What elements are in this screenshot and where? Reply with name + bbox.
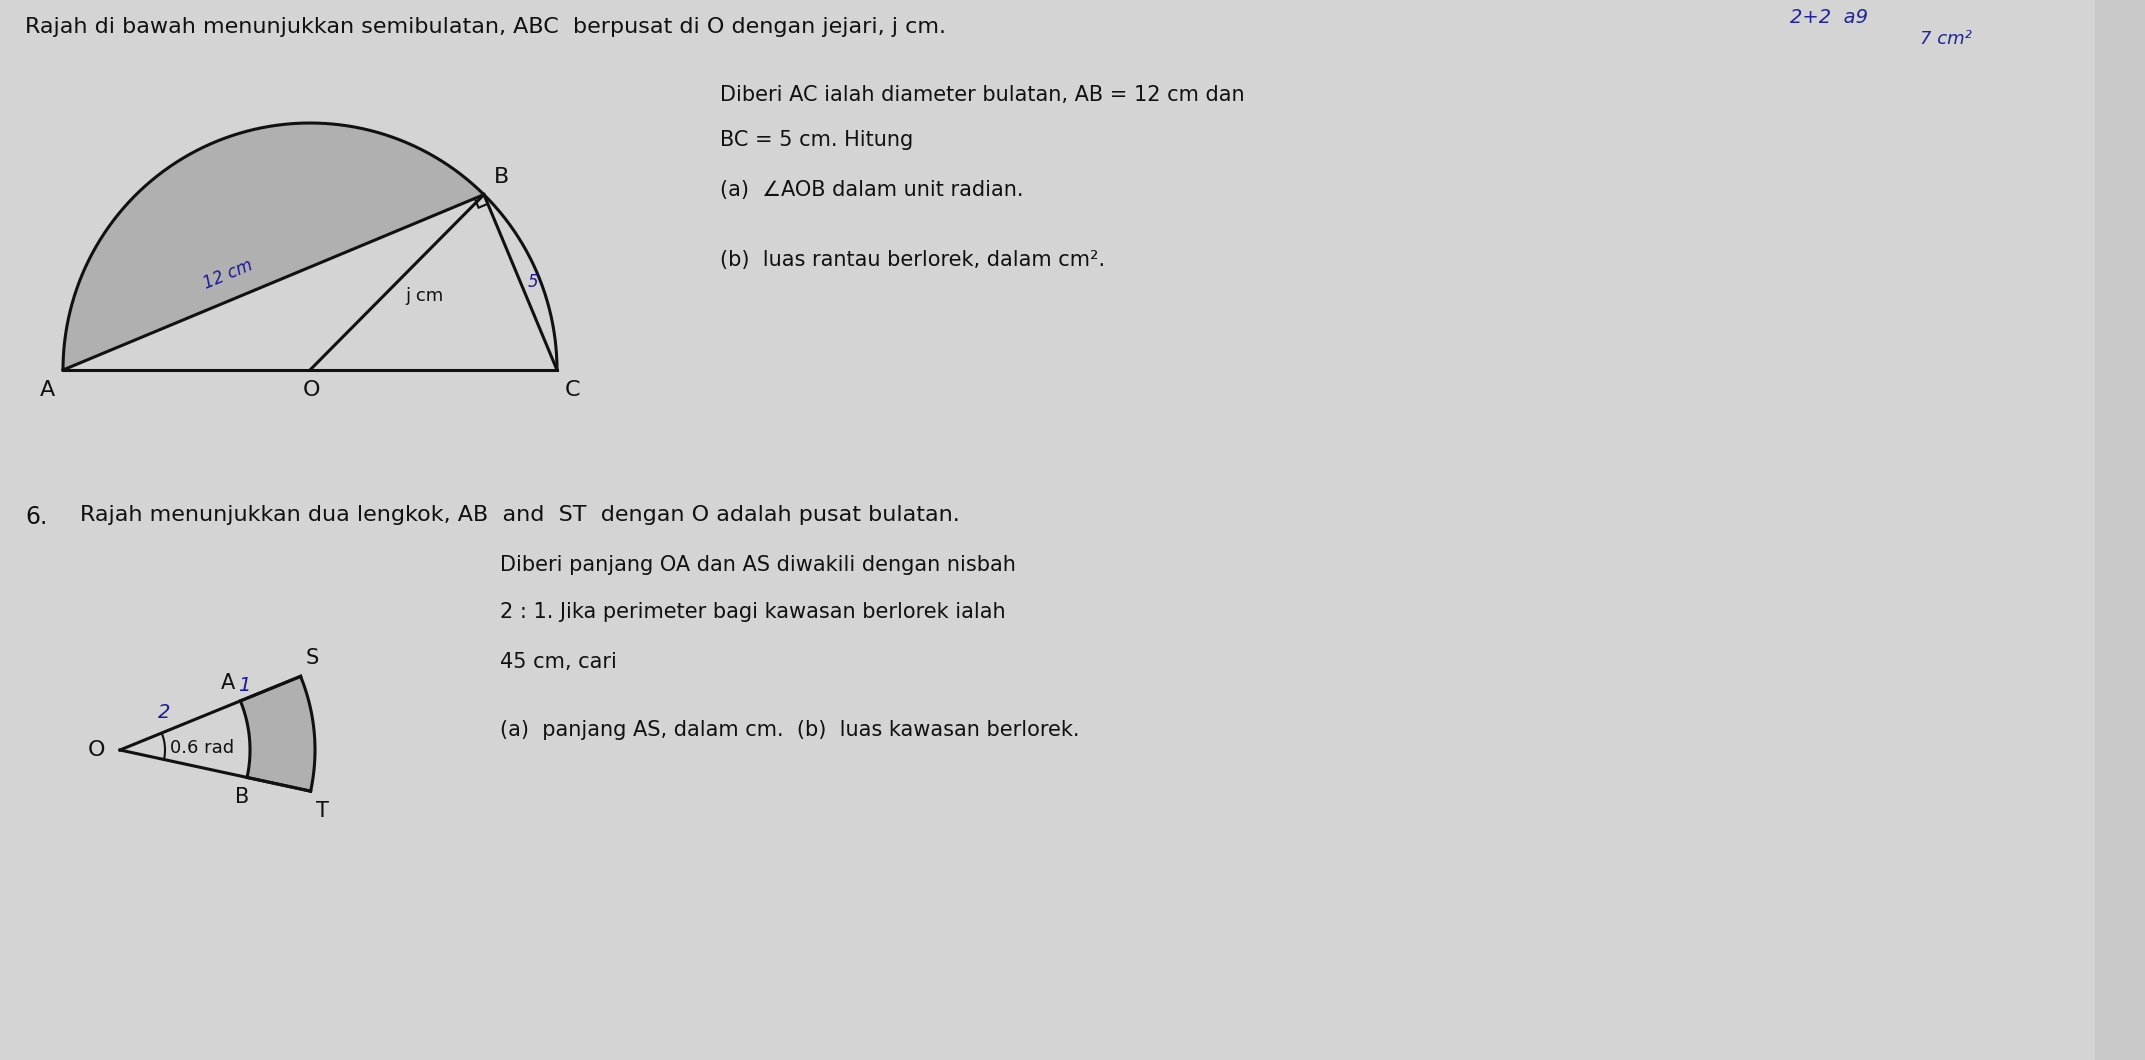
Text: j cm: j cm [405, 287, 444, 305]
Text: B: B [236, 788, 249, 808]
Text: B: B [493, 166, 508, 187]
Text: 6.: 6. [26, 505, 47, 529]
Text: 1: 1 [238, 675, 251, 694]
Text: T: T [315, 801, 328, 822]
Polygon shape [240, 676, 315, 791]
Text: 7 cm²: 7 cm² [1920, 30, 1971, 48]
Polygon shape [62, 123, 485, 370]
Text: S: S [305, 649, 320, 669]
Polygon shape [0, 0, 2096, 1060]
Text: 2 : 1. Jika perimeter bagi kawasan berlorek ialah: 2 : 1. Jika perimeter bagi kawasan berlo… [500, 602, 1006, 622]
Text: (b)  luas rantau berlorek, dalam cm².: (b) luas rantau berlorek, dalam cm². [721, 250, 1105, 270]
Text: 45 cm, cari: 45 cm, cari [500, 652, 618, 672]
Text: Rajah menunjukkan dua lengkok, AB  and  ST  dengan O adalah pusat bulatan.: Rajah menunjukkan dua lengkok, AB and ST… [79, 505, 959, 525]
Text: A: A [41, 379, 56, 400]
Text: (a)  ∠AOB dalam unit radian.: (a) ∠AOB dalam unit radian. [721, 180, 1023, 200]
Text: O: O [302, 379, 322, 400]
Text: 0.6 rad: 0.6 rad [169, 739, 234, 757]
Text: A: A [221, 673, 236, 693]
Text: Diberi AC ialah diameter bulatan, AB = 12 cm dan: Diberi AC ialah diameter bulatan, AB = 1… [721, 85, 1244, 105]
Text: 2+2  a9: 2+2 a9 [1789, 8, 1868, 26]
Text: 5: 5 [528, 273, 538, 292]
Text: C: C [564, 379, 581, 400]
Text: (a)  panjang AS, dalam cm.  (b)  luas kawasan berlorek.: (a) panjang AS, dalam cm. (b) luas kawas… [500, 720, 1079, 740]
Text: 2: 2 [159, 704, 169, 723]
Text: O: O [88, 740, 105, 760]
Text: 12 cm: 12 cm [202, 255, 255, 293]
Text: Rajah di bawah menunjukkan semibulatan, ABC  berpusat di O dengan jejari, j cm.: Rajah di bawah menunjukkan semibulatan, … [26, 17, 946, 37]
Text: BC = 5 cm. Hitung: BC = 5 cm. Hitung [721, 130, 914, 151]
Text: Diberi panjang OA dan AS diwakili dengan nisbah: Diberi panjang OA dan AS diwakili dengan… [500, 555, 1017, 575]
